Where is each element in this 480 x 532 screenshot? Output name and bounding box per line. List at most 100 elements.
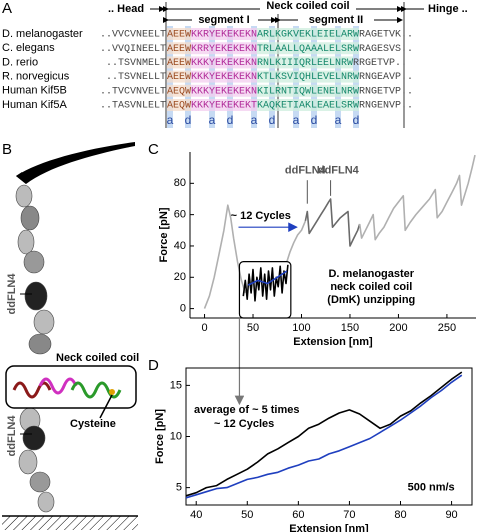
species-name: D. rerio — [2, 56, 38, 68]
x-tick-label: 90 — [445, 509, 457, 521]
sequence: AEEW — [167, 58, 191, 69]
species-name: C. elegans — [2, 42, 55, 54]
heptad-label: d — [311, 113, 318, 127]
sequence: ..TSVNMELT — [106, 58, 166, 69]
cysteine-label: Cysteine — [70, 418, 116, 430]
segment-bg — [257, 84, 359, 97]
domain — [18, 449, 38, 475]
sequence: ..TVCVNVELT — [100, 86, 166, 97]
segment-bg — [191, 84, 257, 97]
domain — [28, 333, 52, 355]
panel-label: D — [148, 357, 159, 374]
data-line — [242, 264, 289, 302]
heptad-label: d — [269, 113, 276, 127]
header-neck: Neck coiled coil — [266, 0, 349, 12]
sequence: ..VVQINEELT — [100, 44, 166, 55]
segment-bg — [257, 99, 359, 111]
sequence: AEQW — [167, 86, 191, 97]
annotation: ddFLN4 — [285, 165, 327, 177]
panel-label: C — [148, 141, 159, 158]
sequence: KILRNTIQWLENELNRW — [257, 86, 359, 97]
species-name: R. norvegicus — [2, 71, 70, 83]
sequence: KTLKSVIQHLEVELNRW — [257, 72, 359, 83]
panel-label: B — [2, 141, 12, 158]
data-line — [185, 371, 463, 497]
domain — [24, 281, 48, 311]
sequence: TRLAALLQAAALELSRW — [257, 44, 359, 55]
segment-bg — [191, 42, 257, 55]
x-tick-label: 0 — [201, 322, 207, 334]
segment-bg — [191, 99, 257, 111]
x-axis-label: Extension [nm] — [293, 336, 373, 348]
sequence: KAQKETIAKLEAELSRW — [257, 101, 359, 112]
segment-bg — [191, 56, 257, 69]
heptad-label: a — [293, 113, 300, 127]
data-line — [286, 220, 307, 262]
sequence: AEEW — [167, 72, 191, 83]
domain — [20, 205, 40, 231]
segment-bg — [167, 70, 191, 83]
y-tick-label: 10 — [170, 430, 182, 442]
y-tick-label: 0 — [180, 303, 186, 315]
data-line — [203, 204, 247, 309]
x-tick-label: 80 — [394, 509, 406, 521]
annotation: D. melanogaster — [328, 268, 414, 280]
protein-structure: ddFLN4 Neck coiled coil Cysteine ddFLN4 — [2, 142, 139, 530]
heptad-label: d — [185, 113, 192, 127]
x-tick-label: 60 — [292, 509, 304, 521]
sequence: KKKYEKEKEKT — [191, 101, 257, 112]
sequence: RNGEAVP.. — [359, 72, 413, 83]
sequence: AEQW — [167, 101, 191, 112]
domain — [22, 425, 46, 451]
data-line — [358, 154, 476, 241]
x-tick-label: 70 — [343, 509, 355, 521]
y-axis-label: Force [pN] — [154, 409, 166, 464]
sequence: RRGETVP.. — [353, 58, 407, 69]
data-line — [185, 374, 463, 499]
header-segment: segment I — [198, 14, 249, 26]
cysteine — [109, 389, 115, 395]
domain — [29, 471, 51, 493]
segment-bg — [167, 28, 191, 40]
annotation: 500 nm/s — [408, 482, 455, 494]
x-tick-label: 50 — [241, 509, 253, 521]
x-tick-label: 150 — [341, 322, 359, 334]
sequence: RNGETVP.. — [359, 86, 413, 97]
helix — [38, 377, 78, 395]
segment-bg — [191, 28, 257, 40]
header-segment: segment II — [309, 14, 363, 26]
annotation: (DmK) unzipping — [327, 294, 415, 306]
domain — [33, 309, 55, 335]
helix — [12, 381, 52, 399]
pointer — [99, 394, 113, 419]
header-hinge: Hinge .. — [428, 3, 468, 15]
y-axis-label: Force [pN] — [158, 207, 170, 262]
y-tick-label: 15 — [170, 379, 182, 391]
sequence: ARLKGKVEKLEIELARW — [257, 30, 359, 41]
domain — [37, 491, 55, 513]
segment-bg — [257, 28, 359, 40]
annotation: ddFLN4 — [318, 165, 360, 177]
sequence: KKKYEKEKEKN — [191, 58, 257, 69]
segment-bg — [257, 56, 353, 69]
segment-bg — [257, 42, 359, 55]
heptad-label: a — [167, 113, 174, 127]
y-tick-label: 5 — [176, 482, 182, 494]
sequence: KKKYEKEKEKN — [191, 86, 257, 97]
segment-bg — [167, 84, 191, 97]
annotation: ~ 12 Cycles — [231, 210, 291, 222]
sequence: ..TSVNELLT — [106, 72, 166, 83]
coiled-coil-label: Neck coiled coil — [56, 352, 139, 364]
cantilever — [16, 142, 135, 184]
heptad-label: a — [251, 113, 258, 127]
x-tick-label: 250 — [438, 322, 456, 334]
sequence: KRRYEKEKEKN — [191, 44, 257, 55]
sequence: KKRYEKEKEKN — [191, 30, 257, 41]
domain-label: ddFLN4 — [6, 273, 18, 315]
species-name: Human Kif5A — [2, 99, 67, 111]
sequence: RAGETVK.. — [359, 30, 413, 41]
x-tick-label: 40 — [190, 509, 202, 521]
sequence: RNLKIIIQRLEELNRW — [257, 58, 353, 69]
sequence: AEEW — [167, 44, 191, 55]
domain — [15, 184, 33, 208]
